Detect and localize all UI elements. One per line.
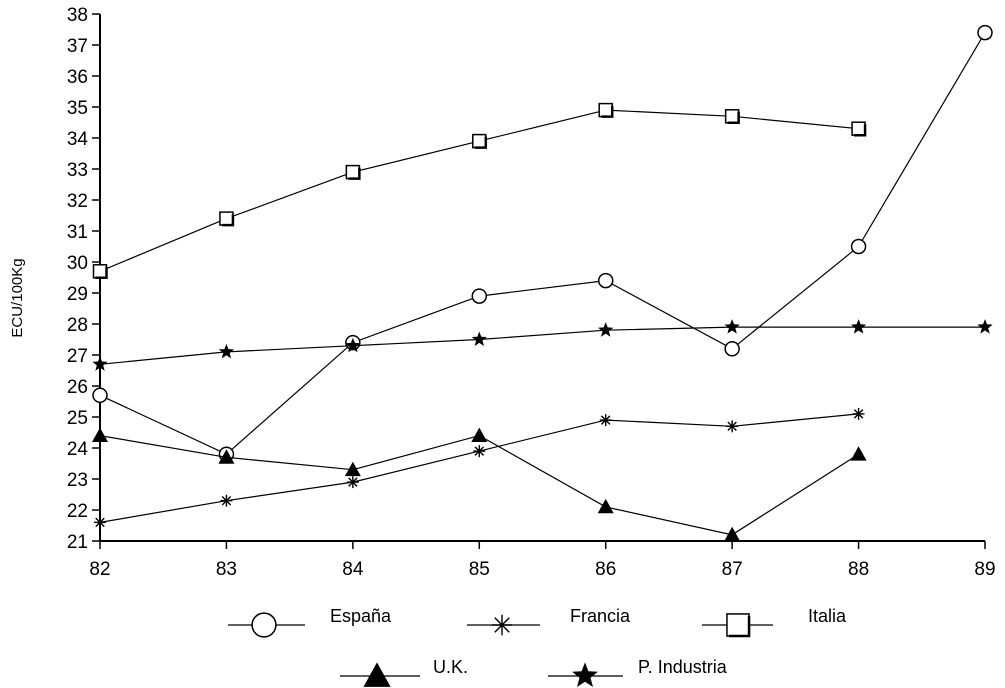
x-axis-ticks: 82 83 84 85 86 87 88 89 (89, 541, 996, 580)
data-point (977, 319, 993, 334)
y-tick-label: 31 (67, 222, 88, 243)
data-point (598, 322, 614, 337)
legend-label: U.K. (433, 657, 468, 677)
legend-label: P. Industria (638, 657, 728, 677)
y-tick-label: 36 (67, 67, 88, 88)
legend-item-francia: Francia (467, 606, 631, 636)
legend-marker (726, 613, 751, 638)
data-point (92, 264, 108, 280)
data-point (726, 420, 739, 433)
legend: España Francia Italia U.K. P. Industria (228, 606, 847, 687)
legend-item-u-k-: U.K. (340, 657, 468, 687)
y-tick-label: 38 (67, 5, 88, 26)
data-point (471, 427, 488, 442)
y-tick-label: 28 (67, 315, 88, 336)
y-tick-label: 30 (67, 253, 88, 274)
y-axis-title: ECU/100Kg (9, 258, 26, 337)
data-point (94, 516, 106, 529)
y-tick-label: 21 (67, 532, 88, 553)
legend-item-espa-a: España (228, 606, 392, 638)
legend-marker (491, 614, 513, 636)
series-p-industria (92, 319, 993, 371)
data-point (597, 498, 614, 514)
data-point (851, 319, 867, 334)
series-espa-a (92, 24, 993, 462)
data-point (471, 288, 488, 304)
series-line (99, 326, 985, 365)
y-tick-label: 35 (67, 98, 88, 119)
x-tick-label: 84 (342, 559, 364, 580)
data-point (472, 133, 488, 149)
x-tick-label: 87 (722, 559, 743, 580)
data-point (724, 109, 740, 125)
x-tick-label: 82 (89, 559, 110, 580)
legend-item-p-industria: P. Industria (548, 657, 728, 687)
legend-label: España (330, 606, 392, 626)
data-point (724, 341, 740, 357)
series-francia (94, 407, 865, 529)
data-point (850, 446, 867, 461)
data-point (220, 494, 233, 507)
legend-label: Francia (570, 606, 631, 626)
data-point (471, 331, 487, 346)
series-italia (92, 102, 867, 280)
data-point (345, 164, 361, 180)
data-point (218, 449, 235, 464)
x-tick-label: 88 (848, 559, 869, 580)
data-point (92, 427, 108, 442)
data-point (92, 356, 108, 371)
legend-label: Italia (808, 606, 847, 626)
series-u-k- (92, 427, 867, 542)
y-tick-label: 22 (67, 501, 88, 522)
data-point (218, 343, 234, 359)
legend-item-italia: Italia (702, 606, 847, 638)
y-tick-label: 37 (67, 36, 88, 57)
legend-marker (572, 662, 598, 687)
data-point (597, 272, 614, 289)
data-point (724, 319, 740, 334)
data-point (598, 102, 614, 118)
x-tick-label: 89 (974, 559, 995, 580)
x-tick-label: 83 (216, 559, 237, 580)
y-tick-label: 34 (67, 129, 89, 150)
data-point (473, 445, 486, 458)
data-point (344, 461, 361, 477)
legend-marker (251, 612, 277, 638)
y-tick-label: 25 (67, 408, 88, 429)
data-point (977, 24, 993, 41)
y-tick-label: 29 (67, 284, 88, 305)
data-point (850, 238, 867, 255)
series-line (99, 32, 986, 455)
data-point (219, 211, 235, 227)
data-point (599, 414, 612, 427)
y-tick-label: 32 (67, 191, 88, 212)
x-tick-label: 86 (595, 559, 616, 580)
series-layer (92, 24, 993, 542)
data-point (724, 526, 741, 542)
y-tick-label: 33 (67, 160, 88, 181)
y-axis-ticks: 21 22 23 24 25 26 27 28 29 30 31 32 33 34 35 36 37 38 (67, 5, 100, 553)
data-point (346, 476, 359, 489)
data-point (851, 121, 867, 137)
data-point (92, 387, 108, 404)
y-tick-label: 24 (67, 439, 89, 460)
y-tick-label: 23 (67, 470, 88, 491)
y-tick-label: 27 (67, 346, 88, 367)
data-point (345, 337, 361, 353)
data-point (852, 407, 865, 420)
x-tick-label: 85 (469, 559, 490, 580)
y-tick-label: 26 (67, 377, 88, 398)
legend-marker (363, 662, 391, 687)
